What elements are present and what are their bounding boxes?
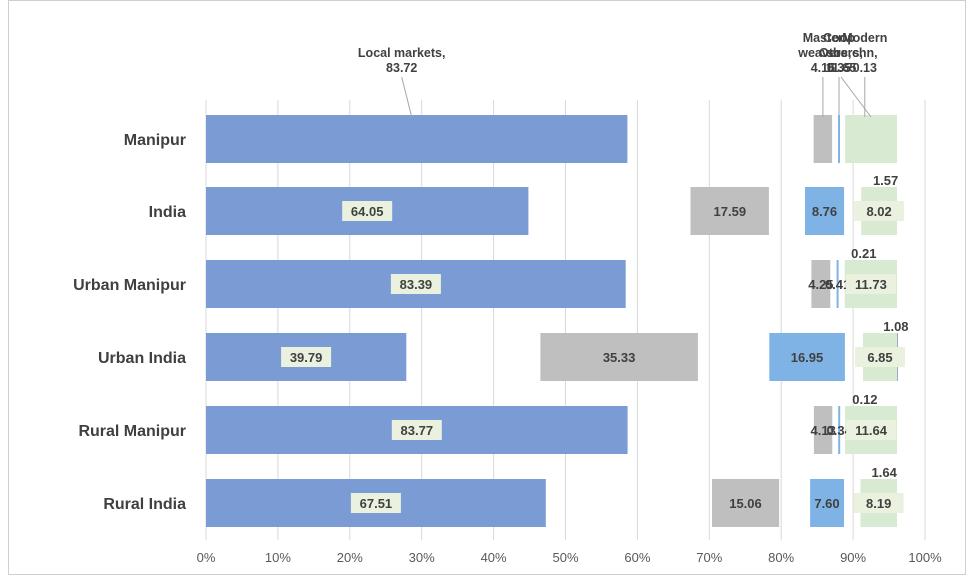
data-label: 64.05 (351, 204, 384, 219)
data-label-bg (845, 274, 896, 294)
data-label: 6.85 (867, 350, 892, 365)
bar-segment (712, 479, 780, 527)
x-tick-label: 80% (768, 550, 794, 565)
data-label: 8.02 (866, 204, 891, 219)
x-tick-label: 0% (197, 550, 216, 565)
callout-text: 11.65 (826, 61, 857, 75)
bar-segment (811, 260, 831, 308)
x-tick-label: 40% (481, 550, 507, 565)
data-label: 11.73 (855, 277, 887, 292)
bar-segment (769, 333, 845, 381)
data-label: 1.64 (872, 465, 898, 480)
data-label: 67.51 (360, 496, 393, 511)
callout-text: 0.13 (853, 61, 877, 75)
bar-segment (845, 115, 897, 163)
data-label: 17.59 (714, 204, 747, 219)
data-label: 0.12 (852, 392, 877, 407)
x-axis-ticks: 0% 10% 20% 30% 40% 50% 60% 70% 80% 90% 100% (197, 550, 942, 565)
data-label: 83.39 (400, 277, 433, 292)
category-label: India (149, 204, 186, 221)
data-label: 1.08 (883, 319, 908, 334)
callout-leader (840, 76, 872, 118)
data-label-bg (855, 347, 905, 367)
data-label: 4.25 (808, 277, 833, 292)
callout-text: weavers (797, 46, 847, 60)
bar-segment (813, 115, 833, 163)
data-label-bg (350, 493, 401, 513)
data-label-bg (846, 420, 897, 440)
data-label: 11.64 (855, 423, 888, 438)
category-label: Rural Manipur (78, 423, 186, 440)
x-tick-label: 100% (908, 550, 942, 565)
bar-segment (836, 260, 839, 308)
callout-text: Local markets, (358, 46, 446, 60)
data-label: 0.41 (825, 277, 850, 292)
category-label: Rural India (103, 496, 186, 513)
x-tick-label: 20% (337, 550, 363, 565)
data-label: 83.77 (401, 423, 434, 438)
data-label-bg (342, 201, 393, 221)
gridlines (205, 100, 926, 540)
category-label: Urban India (98, 350, 186, 367)
callout-text: soc, (826, 46, 851, 60)
data-label: 4.13 (811, 423, 836, 438)
data-label: 0.34 (827, 423, 853, 438)
data-label: 16.95 (791, 350, 824, 365)
data-label: 8.19 (866, 496, 891, 511)
x-tick-label: 50% (552, 550, 578, 565)
data-label-bg (854, 201, 905, 221)
category-labels: Manipur India Urban Manipur Urban India Rura… (73, 132, 186, 513)
bar-segment (805, 187, 845, 235)
x-tick-label: 60% (624, 550, 650, 565)
data-label: 1.57 (873, 173, 898, 188)
data-label: 7.60 (814, 496, 839, 511)
data-labels: 64.05 83.39 39.79 83.77 67.51 17.59 4.25 35.33 4… (281, 173, 909, 513)
callout-text: 83.72 (386, 61, 417, 75)
x-tick-label: 90% (840, 550, 866, 565)
callout-text: Others, (819, 46, 863, 60)
bar-segment (813, 406, 833, 454)
data-label-bg (281, 347, 332, 367)
callout-text: chn, (852, 46, 878, 60)
x-tick-label: 10% (265, 550, 291, 565)
data-label: 8.76 (812, 204, 837, 219)
callout-text: Master (803, 31, 843, 45)
data-label: 39.79 (290, 350, 323, 365)
bar-segment (838, 406, 841, 454)
bar-segment (810, 479, 844, 527)
callout-leader (401, 76, 413, 118)
callout-text: 4.15 (811, 61, 835, 75)
bar-segment (206, 115, 628, 163)
bars (206, 115, 898, 527)
data-label-bg (390, 274, 441, 294)
bar-segment (838, 115, 840, 163)
data-label: 0.21 (851, 246, 876, 261)
bar-segment (540, 333, 698, 381)
callout-text: Coop (823, 31, 855, 45)
data-label-bg (391, 420, 442, 440)
category-label: Manipur (124, 132, 186, 149)
bar-segment (690, 187, 769, 235)
category-label: Urban Manipur (73, 277, 186, 294)
callout-text: Modern (842, 31, 887, 45)
x-tick-label: 70% (696, 550, 722, 565)
data-label: 15.06 (729, 496, 762, 511)
callout-text: 0.35 (827, 61, 851, 75)
data-label: 35.33 (603, 350, 636, 365)
x-tick-label: 30% (409, 550, 435, 565)
data-label-bg (853, 493, 904, 513)
